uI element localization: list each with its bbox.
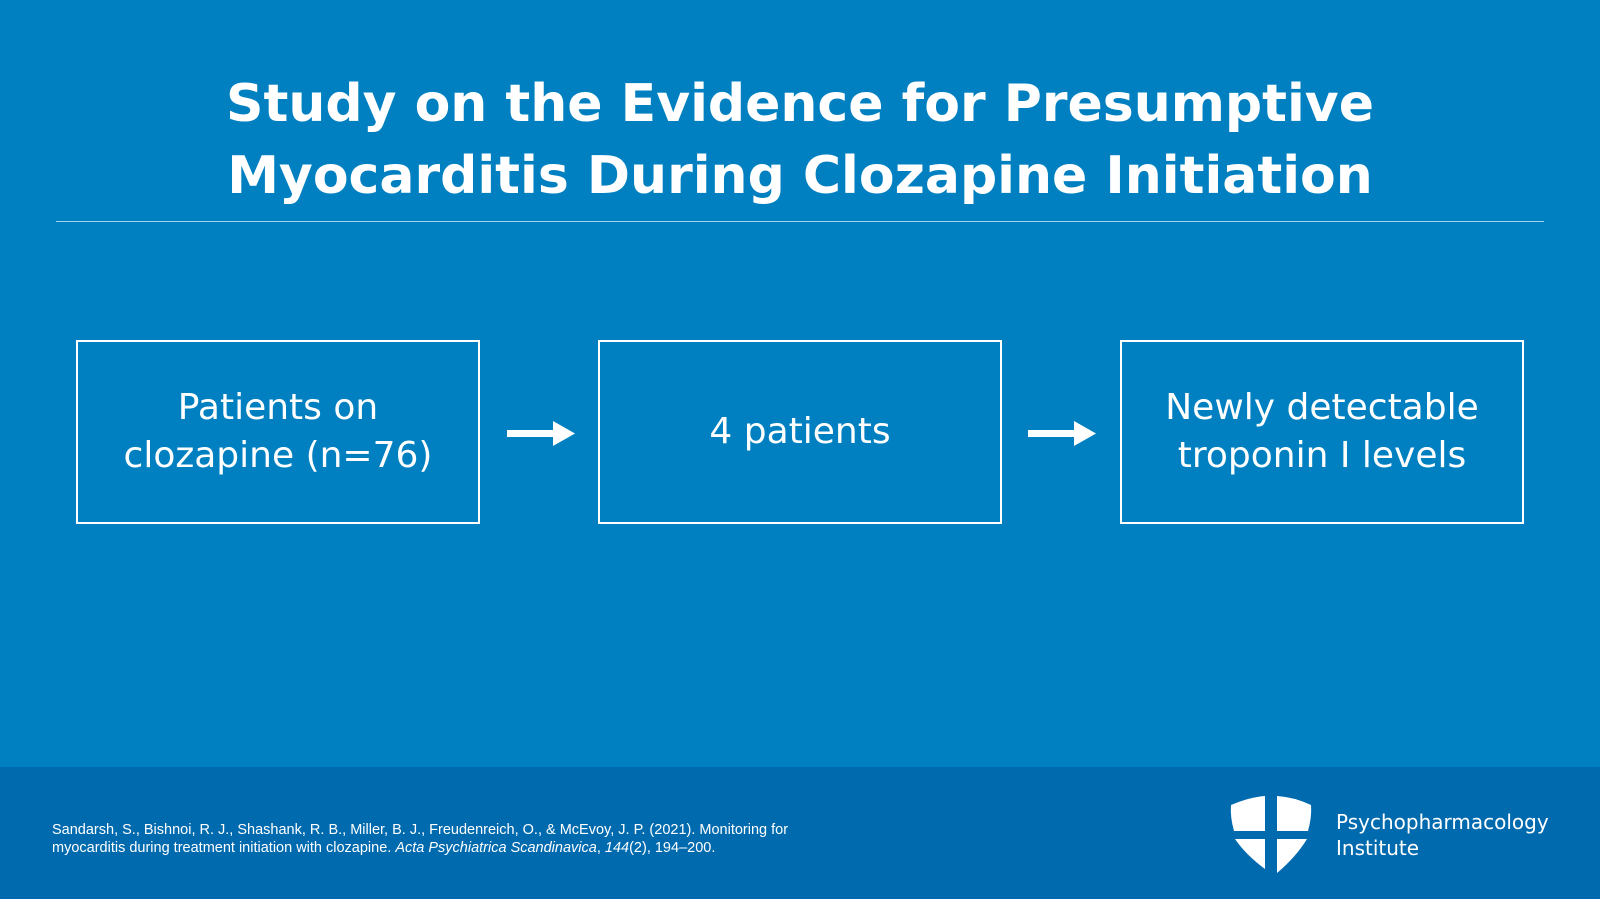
- flow-box-text: 4 patients: [709, 411, 891, 452]
- flow-box-text: Newly detectable: [1165, 387, 1479, 428]
- brand-line-1: Psychopharmacology: [1336, 810, 1549, 834]
- citation-separator: ,: [596, 840, 605, 856]
- citation-journal: Acta Psychiatrica Scandinavica: [395, 840, 597, 856]
- citation-volume: 144: [604, 840, 630, 856]
- flow-box-text: troponin I levels: [1177, 435, 1467, 476]
- flow-box-text: clozapine (n=76): [123, 435, 433, 476]
- brand-name: Psychopharmacology Institute: [1336, 809, 1549, 861]
- right-arrow-icon: [1028, 421, 1096, 446]
- flow-box-patients: Patients on clozapine (n=76): [76, 340, 480, 524]
- title-line-1: Study on the Evidence for Presumptive: [226, 74, 1374, 134]
- flow-diagram: Patients on clozapine (n=76) 4 patients …: [0, 340, 1600, 524]
- shield-cross-icon: [1230, 796, 1312, 873]
- citation: Sandarsh, S., Bishnoi, R. J., Shashank, …: [52, 821, 852, 857]
- citation-text: Sandarsh, S., Bishnoi, R. J., Shashank, …: [52, 822, 789, 856]
- title-divider: [56, 221, 1544, 222]
- title-line-2: Myocarditis During Clozapine Initiation: [227, 146, 1373, 206]
- footer-bar: Sandarsh, S., Bishnoi, R. J., Shashank, …: [0, 767, 1600, 899]
- right-arrow-icon: [507, 421, 575, 446]
- slide-title: Study on the Evidence for Presumptive My…: [0, 68, 1600, 212]
- flow-box-text: Patients on: [177, 387, 379, 428]
- citation-pages: (2), 194–200.: [629, 840, 716, 856]
- brand-line-2: Institute: [1336, 836, 1420, 860]
- flow-box-four-patients: 4 patients: [598, 340, 1002, 524]
- flow-box-troponin: Newly detectable troponin I levels: [1120, 340, 1524, 524]
